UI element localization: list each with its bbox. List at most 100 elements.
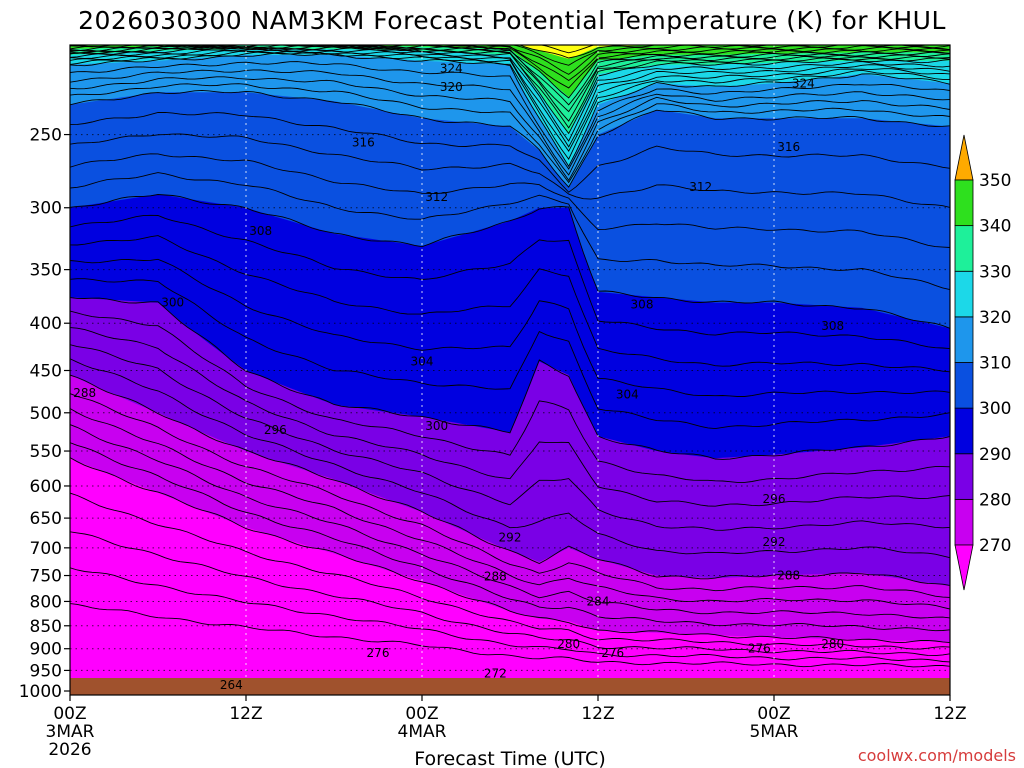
contour-292 bbox=[70, 278, 950, 430]
contour-306 bbox=[70, 133, 950, 208]
contour-286 bbox=[70, 327, 950, 507]
contour-label-320: 320 bbox=[440, 80, 463, 94]
contour-label-284: 284 bbox=[587, 594, 610, 608]
contour-312 bbox=[70, 83, 950, 184]
x-tick-label-0: 00Z bbox=[53, 704, 86, 724]
x-tick-label-60: 12Z bbox=[933, 704, 966, 724]
y-tick-label-900: 900 bbox=[30, 640, 62, 660]
contour-label-300: 300 bbox=[161, 296, 184, 310]
colorbar-label-290: 290 bbox=[979, 445, 1011, 465]
y-axis: 250 300 350 400 450 500 550 600 650 700 750 800 850 9… bbox=[19, 126, 70, 702]
contour-label-288: 288 bbox=[484, 570, 507, 584]
contour-label-324: 324 bbox=[440, 61, 463, 75]
y-tick-label-1000: 1000 bbox=[19, 682, 62, 702]
contour-label-288: 288 bbox=[73, 386, 96, 400]
x-tick-date-0: 3MAR bbox=[46, 722, 95, 742]
band-340 bbox=[70, 45, 950, 97]
y-tick-label-700: 700 bbox=[30, 539, 62, 559]
contour-318 bbox=[70, 61, 950, 170]
colorbar-label-330: 330 bbox=[979, 262, 1011, 282]
contour-302 bbox=[70, 172, 950, 291]
contour-346 bbox=[70, 45, 950, 75]
colorbar-seg-330 bbox=[954, 225, 974, 272]
contour-304 bbox=[70, 153, 950, 248]
contour-label-276: 276 bbox=[367, 646, 390, 660]
y-tick-label-350: 350 bbox=[30, 261, 62, 281]
contour-label-308: 308 bbox=[631, 298, 654, 312]
contour-290 bbox=[70, 297, 950, 460]
contour-label-296: 296 bbox=[264, 423, 287, 437]
contour-label-280: 280 bbox=[557, 637, 580, 651]
contour-272 bbox=[70, 442, 950, 632]
colorbar-seg-290 bbox=[954, 407, 974, 455]
colorbar-seg-280 bbox=[954, 453, 974, 500]
chart-title: 2026030300 NAM3KM Forecast Potential Tem… bbox=[78, 6, 946, 35]
colorbar-label-280: 280 bbox=[979, 490, 1011, 510]
y-tick-label-250: 250 bbox=[30, 126, 62, 146]
contour-266 bbox=[70, 531, 950, 657]
contour-label-264: 264 bbox=[220, 678, 243, 692]
colorbar-label-320: 320 bbox=[979, 308, 1011, 328]
contour-label-292: 292 bbox=[499, 530, 522, 544]
colorbar-label-340: 340 bbox=[979, 217, 1011, 237]
y-tick-label-750: 750 bbox=[30, 567, 62, 587]
contour-label-304: 304 bbox=[411, 354, 434, 368]
colorbar-label-310: 310 bbox=[979, 354, 1011, 374]
contour-fill-bands bbox=[70, 45, 950, 695]
contour-264 bbox=[70, 567, 950, 663]
contour-label-312: 312 bbox=[425, 190, 448, 204]
colorbar-bottom-arrow bbox=[954, 544, 974, 591]
contour-label-300: 300 bbox=[425, 419, 448, 433]
y-tick-label-800: 800 bbox=[30, 592, 62, 612]
y-tick-label-300: 300 bbox=[30, 199, 62, 219]
contour-316 bbox=[70, 69, 950, 176]
contour-262 bbox=[70, 603, 950, 668]
x-tick-label-48: 00Z bbox=[757, 704, 790, 724]
contour-labels: 324 320 324 316 316 312 312 308 300 308 308 304 304 2… bbox=[73, 61, 844, 692]
contour-280 bbox=[70, 374, 950, 586]
contour-label-292: 292 bbox=[763, 535, 786, 549]
y-tick-label-600: 600 bbox=[30, 477, 62, 497]
contour-324 bbox=[70, 50, 950, 152]
x-tick-label-12: 12Z bbox=[229, 704, 262, 724]
contour-label-288: 288 bbox=[777, 569, 800, 583]
contour-320 bbox=[70, 52, 950, 168]
colorbar-seg-320 bbox=[954, 270, 974, 318]
colorbar-seg-310 bbox=[954, 316, 974, 363]
colorbar-seg-300 bbox=[954, 362, 974, 409]
band-330 bbox=[70, 45, 950, 135]
x-tick-label-24: 00Z bbox=[405, 704, 438, 724]
contour-308 bbox=[70, 111, 950, 193]
y-tick-label-500: 500 bbox=[30, 404, 62, 424]
contour-268 bbox=[70, 492, 950, 650]
contour-label-296: 296 bbox=[763, 492, 786, 506]
contour-288 bbox=[70, 310, 950, 483]
y-tick-label-550: 550 bbox=[30, 442, 62, 462]
contour-350 bbox=[518, 45, 930, 59]
ground-bar bbox=[70, 678, 950, 695]
contour-label-276: 276 bbox=[601, 646, 624, 660]
x-axis-label: Forecast Time (UTC) bbox=[414, 748, 605, 768]
colorbar-top-arrow bbox=[954, 134, 974, 181]
y-tick-label-650: 650 bbox=[30, 509, 62, 529]
contour-label-308: 308 bbox=[821, 319, 844, 333]
colorbar-seg-270 bbox=[954, 498, 974, 546]
contour-label-272: 272 bbox=[484, 666, 507, 680]
colorbar-label-300: 300 bbox=[979, 399, 1011, 419]
contour-274 bbox=[70, 424, 950, 619]
colorbar-seg-340 bbox=[954, 179, 974, 227]
contour-label-276: 276 bbox=[748, 642, 771, 656]
credit-text[interactable]: coolwx.com/models bbox=[858, 746, 1016, 765]
contour-label-324: 324 bbox=[792, 76, 815, 90]
contour-label-304: 304 bbox=[616, 388, 639, 402]
contour-270 bbox=[70, 457, 950, 644]
contour-314 bbox=[70, 76, 950, 182]
contour-300 bbox=[70, 194, 950, 329]
contour-label-316: 316 bbox=[352, 136, 375, 150]
contour-label-308: 308 bbox=[249, 224, 272, 238]
contour-284 bbox=[70, 344, 950, 531]
y-tick-label-850: 850 bbox=[30, 617, 62, 637]
contour-310 bbox=[70, 89, 950, 188]
